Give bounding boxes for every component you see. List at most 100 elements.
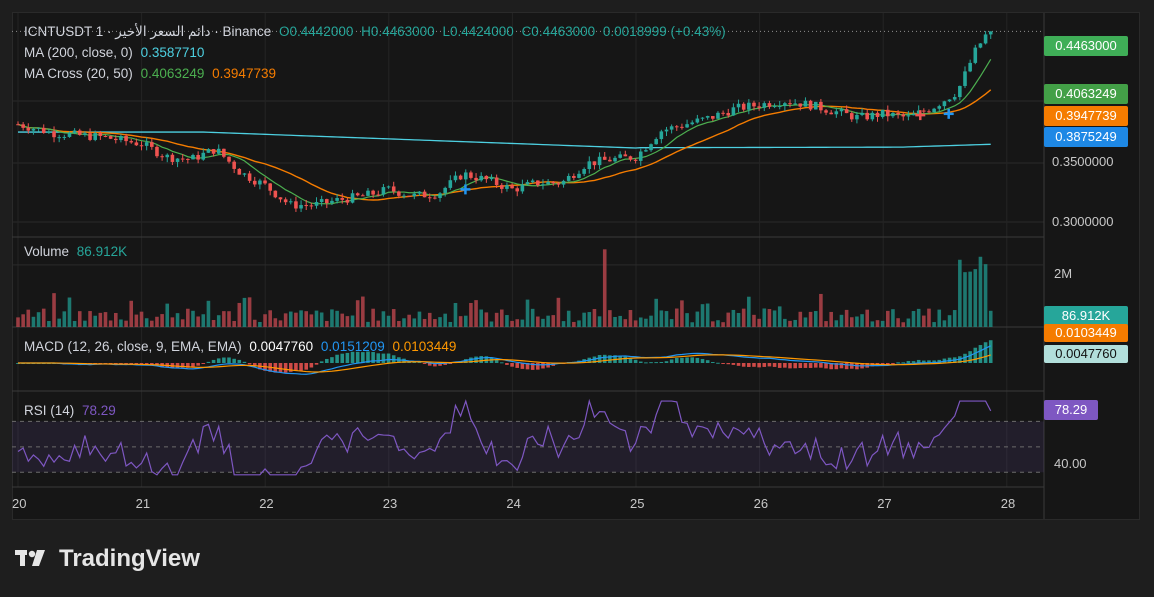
candle-body bbox=[551, 181, 556, 184]
macd-histogram-bar bbox=[350, 351, 355, 363]
volume-bar bbox=[597, 316, 602, 327]
macross-slow-value: 0.3947739 bbox=[212, 66, 276, 81]
volume-bar bbox=[237, 302, 242, 327]
macd-histogram-bar bbox=[680, 357, 684, 363]
macd-histogram-bar bbox=[314, 363, 319, 365]
volume-bar bbox=[273, 318, 278, 327]
volume-bar bbox=[355, 300, 360, 327]
volume-bar bbox=[716, 320, 720, 327]
rsi-value: 78.29 bbox=[82, 403, 116, 418]
candle-body bbox=[427, 197, 432, 199]
macd-histogram-bar bbox=[180, 363, 185, 368]
tradingview-brand[interactable]: TradingView bbox=[15, 545, 200, 573]
macd-histogram-bar bbox=[674, 357, 679, 363]
candle-body bbox=[777, 106, 782, 108]
candle-body bbox=[319, 199, 324, 203]
macd-histogram-bar bbox=[747, 363, 751, 368]
macd-histogram-bar bbox=[973, 347, 978, 363]
rsi-current-label: 78.29 bbox=[1044, 400, 1098, 420]
volume-bar bbox=[649, 315, 653, 327]
symbol-title[interactable]: ICNTUSDT 1 · دائم السعر الأخير · Binance bbox=[24, 24, 272, 39]
volume-bar bbox=[335, 310, 339, 327]
macd-histogram-bar bbox=[736, 363, 741, 366]
macd-histogram-bar bbox=[932, 360, 936, 363]
candle-body bbox=[21, 124, 25, 128]
candle-body bbox=[397, 191, 401, 196]
volume-bar bbox=[26, 309, 31, 327]
candle-body bbox=[916, 110, 921, 114]
volume-bar bbox=[880, 320, 885, 327]
volume-bar bbox=[536, 316, 540, 327]
ma200-legend[interactable]: MA (200, close, 0) 0.3587710 bbox=[24, 45, 208, 60]
macd-hist-value: 0.0047760 bbox=[249, 339, 314, 354]
macd-histogram-bar bbox=[299, 363, 303, 371]
macd-histogram-bar bbox=[988, 340, 993, 363]
volume-bar bbox=[309, 314, 314, 327]
volume-legend[interactable]: Volume 86.912K bbox=[24, 244, 131, 259]
candle-body bbox=[376, 194, 381, 196]
volume-bar bbox=[628, 310, 633, 327]
volume-bar bbox=[453, 303, 458, 327]
candle-body bbox=[443, 187, 447, 194]
change-value: 0.0018999 (+0.43%) bbox=[602, 24, 726, 39]
volume-bar bbox=[500, 309, 504, 327]
volume-bar bbox=[268, 310, 272, 327]
volume-bar bbox=[407, 314, 411, 327]
candle-body bbox=[767, 103, 772, 107]
volume-bar bbox=[232, 320, 236, 327]
candle-body bbox=[201, 152, 206, 160]
candle-body bbox=[638, 151, 643, 161]
volume-bar bbox=[191, 310, 195, 327]
candle-body bbox=[350, 193, 355, 203]
macd-histogram-bar bbox=[278, 363, 283, 373]
macd-histogram-bar bbox=[705, 360, 710, 363]
volume-bar bbox=[896, 318, 900, 327]
volume-bar bbox=[572, 321, 576, 327]
volume-bar bbox=[808, 311, 813, 327]
chart-area[interactable] bbox=[12, 12, 1140, 520]
candle-body bbox=[191, 154, 195, 160]
candle-body bbox=[618, 154, 622, 158]
macd-histogram-bar bbox=[777, 363, 782, 368]
rsi-legend[interactable]: RSI (14) 78.29 bbox=[24, 403, 120, 418]
macd-histogram-bar bbox=[983, 342, 988, 363]
macd-histogram-bar bbox=[839, 363, 844, 369]
candle-body bbox=[988, 31, 993, 35]
macd-histogram-bar bbox=[216, 358, 221, 363]
macd-histogram-bar bbox=[726, 363, 731, 365]
candle-body bbox=[891, 112, 895, 117]
candle-body bbox=[355, 193, 360, 196]
macd-histogram-bar bbox=[886, 363, 890, 365]
volume-bar bbox=[566, 310, 571, 327]
macd-histogram-bar bbox=[247, 363, 252, 365]
volume-bar bbox=[391, 309, 396, 327]
macd-histogram-bar bbox=[638, 361, 643, 363]
volume-bar bbox=[757, 318, 761, 327]
volume-bar bbox=[520, 319, 525, 327]
candle-body bbox=[252, 180, 257, 185]
volume-bar bbox=[736, 313, 741, 327]
volume-bar bbox=[669, 319, 674, 327]
candle-body bbox=[232, 161, 236, 169]
ma200-value: 0.3587710 bbox=[140, 45, 205, 60]
macd-histogram-bar bbox=[628, 358, 633, 363]
time-tick: 25 bbox=[630, 496, 645, 511]
candle-body bbox=[911, 113, 916, 116]
macd-legend[interactable]: MACD (12, 26, close, 9, EMA, EMA) 0.0047… bbox=[24, 339, 460, 354]
volume-bar bbox=[319, 312, 324, 327]
volume-bar bbox=[67, 297, 72, 327]
candle-body bbox=[206, 149, 211, 153]
macross-legend[interactable]: MA Cross (20, 50) 0.4063249 0.3947739 bbox=[24, 66, 280, 81]
volume-bar bbox=[505, 315, 509, 327]
volume-bar bbox=[494, 312, 499, 327]
candle-body bbox=[546, 181, 550, 185]
candle-body bbox=[731, 107, 736, 116]
candle-body bbox=[741, 103, 746, 110]
candle-body bbox=[705, 116, 710, 118]
candle-body bbox=[674, 126, 679, 128]
candle-body bbox=[762, 103, 767, 108]
volume-bar bbox=[644, 318, 648, 327]
candle-body bbox=[633, 159, 638, 161]
macd-histogram-bar bbox=[752, 363, 756, 367]
